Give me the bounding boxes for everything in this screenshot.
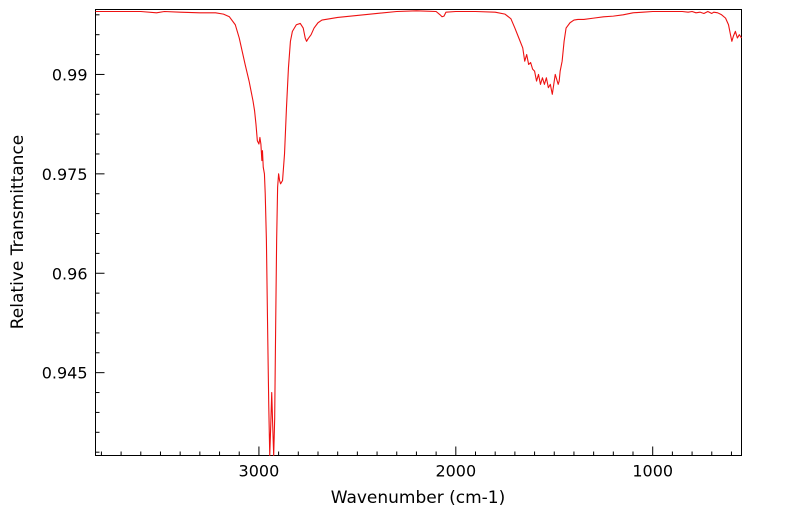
x-axis-title: Wavenumber (cm-1)	[331, 488, 506, 508]
x-tick-label: 3000	[239, 462, 280, 481]
plot-frame	[95, 9, 742, 456]
y-tick-label: 0.99	[52, 65, 88, 84]
transmittance-spectrum-line	[95, 10, 742, 457]
plot-area	[95, 9, 742, 456]
axis-tick-labels: 3000 2000 1000 0.945 0.96 0.975 0.99	[42, 65, 673, 480]
y-tick-label: 0.96	[52, 264, 88, 283]
series-layer	[95, 10, 742, 457]
x-tick-label: 2000	[435, 462, 476, 481]
x-tick-label: 1000	[632, 462, 673, 481]
y-tick-label: 0.975	[42, 165, 88, 184]
y-axis-title: Relative Transmittance	[8, 135, 28, 330]
axis-ticks	[95, 14, 732, 456]
y-tick-label: 0.945	[42, 364, 88, 383]
